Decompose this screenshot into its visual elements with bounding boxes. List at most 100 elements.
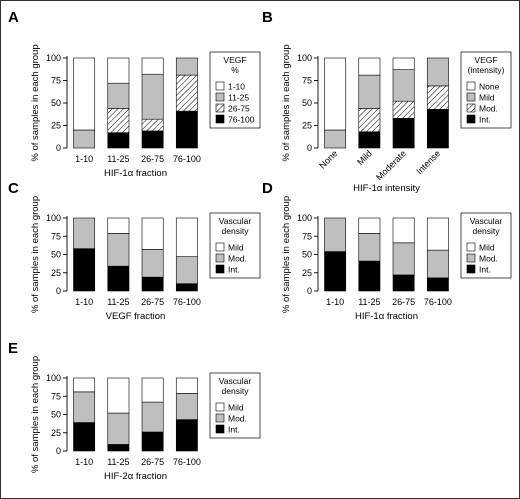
y-tick-label: 25	[51, 428, 61, 438]
legend-title: density	[222, 386, 250, 396]
x-tick-label: 26-75	[392, 297, 415, 307]
bar-segment	[392, 217, 415, 244]
bar-segment	[107, 217, 130, 234]
legend-swatch	[215, 92, 225, 102]
x-tick-label: 76-100	[173, 297, 201, 307]
y-tick-label: 75	[51, 231, 61, 241]
legend-swatch	[466, 81, 476, 91]
bar-segment	[175, 393, 198, 420]
bar-segment	[358, 260, 381, 292]
legend-label: Int.	[228, 265, 240, 275]
bar-segment	[175, 256, 198, 285]
y-axis-title: % of samples in each group	[30, 196, 41, 313]
bar-segment	[141, 217, 164, 250]
bar-segment	[392, 69, 415, 102]
legend-label: Int.	[479, 115, 491, 125]
panel-letter: B	[262, 9, 273, 26]
bar-segment	[392, 242, 415, 276]
legend-title: Vascular	[470, 216, 503, 226]
bar-segment	[141, 73, 164, 120]
y-tick-label: 75	[302, 76, 312, 86]
bar-segment	[107, 444, 130, 452]
bar-segment	[426, 85, 449, 110]
legend-label: Mod.	[479, 104, 498, 114]
bar-segment	[141, 431, 164, 452]
bar-segment	[358, 108, 381, 133]
panel-e: E 0 25 50 75 100 % of samples in each group 1-1…	[8, 340, 261, 482]
legend-label: Mild	[228, 243, 244, 253]
x-axis-title: HIF-1α fraction	[355, 311, 418, 322]
bar-segment	[73, 391, 96, 423]
y-axis-title: % of samples in each group	[281, 196, 292, 313]
legend-label: Int.	[228, 425, 240, 435]
legend-label: Mild	[228, 403, 244, 413]
bar-segment	[392, 118, 415, 149]
bar-segment	[426, 57, 449, 87]
bar-segment	[175, 57, 198, 76]
legend-swatch	[215, 264, 225, 274]
bar-segment	[141, 130, 164, 149]
legend-label: 76-100	[228, 115, 255, 125]
legend-title: Vascular	[219, 376, 252, 386]
panel-letter: A	[8, 9, 19, 26]
bar-segment	[392, 274, 415, 292]
y-tick-label: 100	[297, 213, 312, 223]
y-tick-label: 50	[302, 250, 312, 260]
legend-swatch	[215, 402, 225, 412]
legend-swatch	[215, 424, 225, 434]
bar-segment	[175, 377, 198, 394]
bar-segment	[392, 57, 415, 70]
legend-title: VEGF	[223, 55, 246, 65]
bar-segment	[358, 131, 381, 149]
y-tick-label: 50	[302, 98, 312, 108]
legend-title: density	[222, 226, 250, 236]
legend-title: Vascular	[219, 216, 252, 226]
bar-segment	[73, 57, 96, 131]
bar-segment	[107, 233, 130, 267]
y-tick-label: 0	[307, 143, 312, 153]
bar-segment	[175, 110, 198, 149]
y-tick-label: 100	[46, 213, 61, 223]
legend-title: %	[231, 65, 239, 75]
legend-label: Mod.	[228, 254, 247, 264]
bar-segment	[73, 129, 96, 149]
legend-swatch	[215, 253, 225, 263]
legend-title: (intensity)	[468, 65, 505, 75]
x-tick-label: Intense	[414, 148, 442, 176]
bar-segment	[73, 217, 96, 249]
y-tick-label: 25	[302, 121, 312, 131]
panel-a: A 0 25 50 75 100 % of samples in each group 1-1…	[8, 9, 261, 179]
legend-label: 26-75	[228, 104, 250, 114]
y-tick-label: 100	[46, 373, 61, 383]
y-tick-label: 0	[56, 286, 61, 296]
bar-segment	[426, 109, 449, 149]
x-axis-title: HIF-1α intensity	[353, 183, 420, 194]
bar-segment	[107, 377, 130, 414]
panel-letter: E	[8, 340, 18, 357]
bar-segment	[141, 276, 164, 292]
y-axis-title: % of samples in each group	[30, 356, 41, 473]
x-axis-title: HIF-1α fraction	[104, 168, 167, 179]
legend-swatch	[466, 242, 476, 252]
bar-segment	[426, 277, 449, 292]
bar-segment	[392, 100, 415, 119]
legend-title: density	[473, 226, 501, 236]
bar-segment	[107, 265, 130, 292]
legend-label: None	[479, 82, 500, 92]
bar-segment	[73, 248, 96, 292]
bar-segment	[324, 217, 347, 252]
y-tick-label: 50	[51, 410, 61, 420]
legend-label: Mod.	[479, 254, 498, 264]
bar-segment	[175, 217, 198, 257]
x-tick-label: 11-25	[107, 297, 129, 307]
legend-swatch	[466, 264, 476, 274]
x-tick-label: 26-75	[141, 154, 164, 164]
x-tick-label: 11-25	[107, 154, 129, 164]
bar-segment	[175, 283, 198, 292]
panel-letter: D	[262, 180, 273, 197]
x-tick-label: 11-25	[107, 457, 129, 467]
panels: A 0 25 50 75 100 % of samples in each group 1-1…	[8, 9, 512, 482]
legend-swatch	[466, 114, 476, 124]
legend-title: VEGF	[474, 55, 497, 65]
x-tick-label: 1-10	[326, 297, 344, 307]
